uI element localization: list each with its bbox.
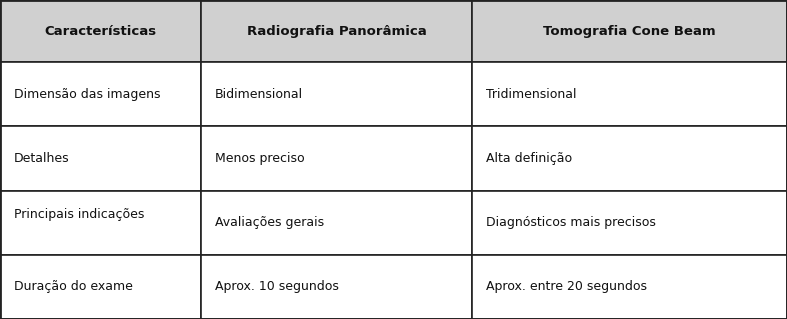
Text: Dimensão das imagens: Dimensão das imagens (14, 88, 161, 101)
Bar (0, 255, 201, 319)
Text: Características: Características (44, 25, 157, 38)
Text: Detalhes: Detalhes (14, 152, 70, 165)
Text: Tomografia Cone Beam: Tomografia Cone Beam (543, 25, 716, 38)
Text: Diagnósticos mais precisos: Diagnósticos mais precisos (486, 216, 656, 229)
Bar (201, 0, 472, 62)
Text: Tridimensional: Tridimensional (486, 88, 577, 101)
Bar (0, 0, 201, 62)
Bar (472, 255, 787, 319)
Text: Duração do exame: Duração do exame (14, 280, 133, 293)
Bar (472, 126, 787, 190)
Text: Aprox. entre 20 segundos: Aprox. entre 20 segundos (486, 280, 648, 293)
Bar (472, 0, 787, 62)
Text: Avaliações gerais: Avaliações gerais (215, 216, 324, 229)
Text: Radiografia Panorâmica: Radiografia Panorâmica (246, 25, 427, 38)
Bar (201, 255, 472, 319)
Text: Aprox. 10 segundos: Aprox. 10 segundos (215, 280, 338, 293)
Bar (0, 62, 201, 126)
Text: Bidimensional: Bidimensional (215, 88, 303, 101)
Text: Alta definição: Alta definição (486, 152, 572, 165)
Bar (0, 191, 201, 255)
Bar (472, 62, 787, 126)
Bar (0, 126, 201, 190)
Bar (472, 191, 787, 255)
Bar (201, 126, 472, 190)
Bar (201, 62, 472, 126)
Bar (201, 191, 472, 255)
Text: Menos preciso: Menos preciso (215, 152, 305, 165)
Text: Principais indicações: Principais indicações (14, 208, 145, 221)
